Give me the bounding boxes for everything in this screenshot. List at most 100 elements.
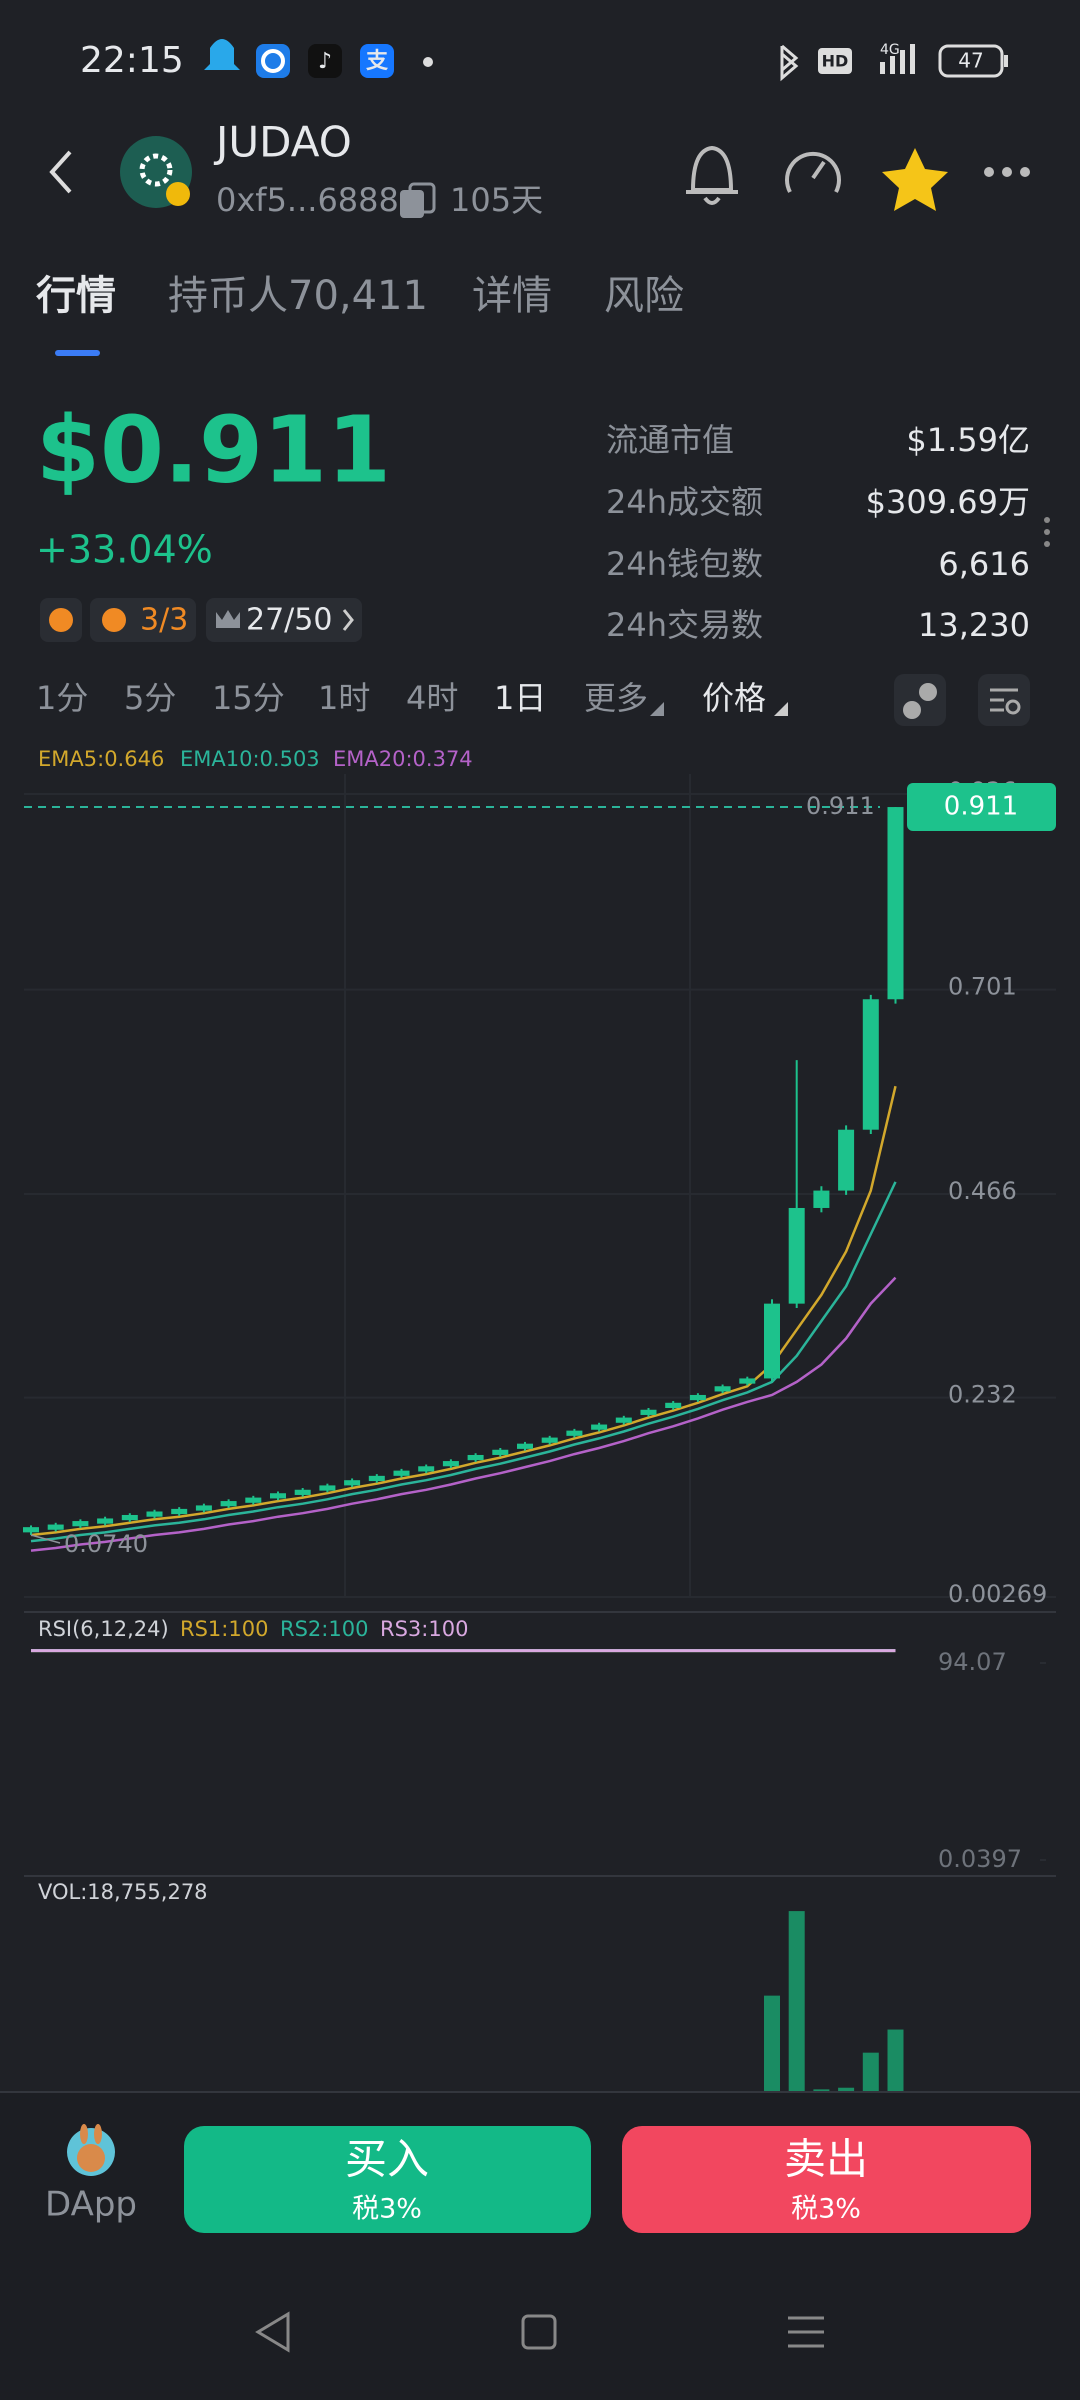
stat-value: $309.69万 bbox=[866, 483, 1030, 521]
candle-body bbox=[492, 1449, 509, 1455]
stat-label: 24h成交额 bbox=[606, 483, 763, 521]
candle-body bbox=[714, 1386, 731, 1392]
sell-label[interactable]: 卖出 bbox=[784, 2135, 868, 2184]
gauge-button[interactable] bbox=[785, 151, 841, 193]
indicator-button[interactable] bbox=[894, 674, 946, 726]
interval[interactable]: 1分 bbox=[36, 679, 88, 717]
y-tick-label: 0.00269 bbox=[948, 1580, 1047, 1608]
tab[interactable]: 行情 bbox=[36, 273, 116, 319]
hd-label: HD bbox=[822, 52, 849, 71]
notification-icons: ♪ 支 bbox=[204, 39, 433, 78]
copy-icon[interactable] bbox=[400, 182, 436, 218]
buy-label[interactable]: 买入 bbox=[345, 2135, 429, 2184]
price: $0.911 bbox=[36, 396, 391, 503]
bell-button[interactable] bbox=[686, 145, 738, 205]
volume-bar bbox=[887, 2029, 904, 2091]
candle-body bbox=[517, 1443, 533, 1449]
price-change: +33.04% bbox=[36, 528, 213, 572]
buy-tax[interactable]: 税3% bbox=[352, 2194, 422, 2225]
legend-entry: EMA5:0.646 bbox=[38, 747, 164, 771]
candle-body bbox=[689, 1394, 706, 1401]
tab[interactable]: 持币人70,411 bbox=[168, 273, 428, 319]
candle-body bbox=[788, 1207, 805, 1304]
candle-body bbox=[47, 1524, 64, 1530]
rsi-legend-entry: RS3:100 bbox=[380, 1617, 468, 1641]
candle-body bbox=[541, 1437, 558, 1443]
token-age: 105天 bbox=[450, 181, 543, 219]
legend-entry: EMA20:0.374 bbox=[333, 747, 473, 771]
interval[interactable]: 价格 bbox=[702, 679, 766, 717]
candle-body bbox=[146, 1511, 163, 1517]
nav-home[interactable] bbox=[521, 2314, 557, 2350]
badges bbox=[40, 598, 362, 642]
candle-body bbox=[566, 1430, 583, 1436]
rsi-legend-entry: RS1:100 bbox=[180, 1617, 268, 1641]
interval[interactable]: 4时 bbox=[406, 679, 458, 717]
volume-bar bbox=[764, 1995, 780, 2091]
candle-body bbox=[393, 1470, 410, 1476]
y-tick-label: 0.232 bbox=[948, 1381, 1017, 1409]
interval[interactable]: 1日 bbox=[494, 679, 546, 717]
candle-body bbox=[887, 807, 904, 1000]
svg-text:♪: ♪ bbox=[318, 49, 332, 74]
low-label: 0.0740 bbox=[64, 1530, 148, 1558]
dropdown-arrow bbox=[650, 702, 664, 716]
nav-menu[interactable] bbox=[788, 2316, 824, 2348]
y-tick-label: 0.701 bbox=[948, 973, 1017, 1001]
candle-body bbox=[294, 1489, 311, 1495]
candle-body bbox=[739, 1378, 756, 1384]
candle-body bbox=[344, 1480, 361, 1486]
stat-label: 流通市值 bbox=[606, 421, 734, 459]
dapp-label[interactable]: DApp bbox=[45, 2185, 137, 2225]
stat-value: 13,230 bbox=[918, 606, 1030, 644]
candle-body bbox=[442, 1461, 459, 1467]
favorite-button[interactable] bbox=[882, 148, 948, 211]
stat-value: $1.59亿 bbox=[906, 421, 1030, 459]
candle-body bbox=[640, 1409, 657, 1415]
volume-bar bbox=[838, 2087, 855, 2091]
nav-back[interactable] bbox=[255, 2311, 290, 2353]
candle-body bbox=[591, 1424, 608, 1430]
volume-title: VOL:18,755,278 bbox=[38, 1880, 208, 1904]
back-button[interactable] bbox=[49, 150, 72, 194]
ema-line bbox=[30, 1181, 897, 1543]
dapp-icon[interactable] bbox=[67, 2124, 115, 2176]
candle-body bbox=[665, 1402, 682, 1409]
side-handle bbox=[1044, 517, 1050, 547]
token-logo bbox=[120, 136, 192, 208]
rsi-title: RSI(6,12,24) bbox=[38, 1617, 169, 1641]
svg-text:支: 支 bbox=[366, 49, 389, 74]
more-button[interactable] bbox=[984, 167, 1030, 177]
volume-bar bbox=[788, 1911, 805, 2091]
battery-level: 47 bbox=[958, 49, 983, 73]
tab[interactable]: 详情 bbox=[472, 273, 552, 319]
token-name: JUDAO bbox=[213, 118, 352, 167]
interval[interactable]: 1时 bbox=[318, 679, 370, 717]
rank: 27/50 bbox=[246, 603, 332, 638]
tab[interactable]: 风险 bbox=[604, 273, 684, 319]
candle-body bbox=[171, 1508, 188, 1515]
low-marker bbox=[30, 1534, 61, 1544]
volume-bar bbox=[813, 2089, 830, 2091]
sell-tax[interactable]: 税3% bbox=[791, 2194, 861, 2225]
last-price-tag-label: 0.911 bbox=[944, 792, 1018, 822]
candle-body bbox=[838, 1129, 855, 1191]
sell-button[interactable] bbox=[622, 2126, 1031, 2233]
stat-label: 24h交易数 bbox=[606, 606, 763, 644]
candle-body bbox=[418, 1466, 435, 1472]
last-price-axis-label: 0.911 bbox=[806, 792, 875, 820]
interval[interactable]: 5分 bbox=[124, 679, 176, 717]
candle-body bbox=[813, 1190, 830, 1208]
buy-button[interactable] bbox=[184, 2126, 591, 2233]
interval[interactable]: 15分 bbox=[212, 679, 285, 717]
candle-body bbox=[121, 1514, 138, 1521]
candle-body bbox=[862, 999, 879, 1130]
system-icons: HD 4G 47 bbox=[780, 42, 1008, 82]
candle-body bbox=[319, 1485, 336, 1491]
badge-count: 3/3 bbox=[140, 603, 188, 638]
interval[interactable]: 更多 bbox=[584, 679, 648, 717]
candle-body bbox=[23, 1527, 39, 1533]
settings-button[interactable] bbox=[978, 674, 1030, 726]
last-price-tag bbox=[907, 783, 1056, 832]
